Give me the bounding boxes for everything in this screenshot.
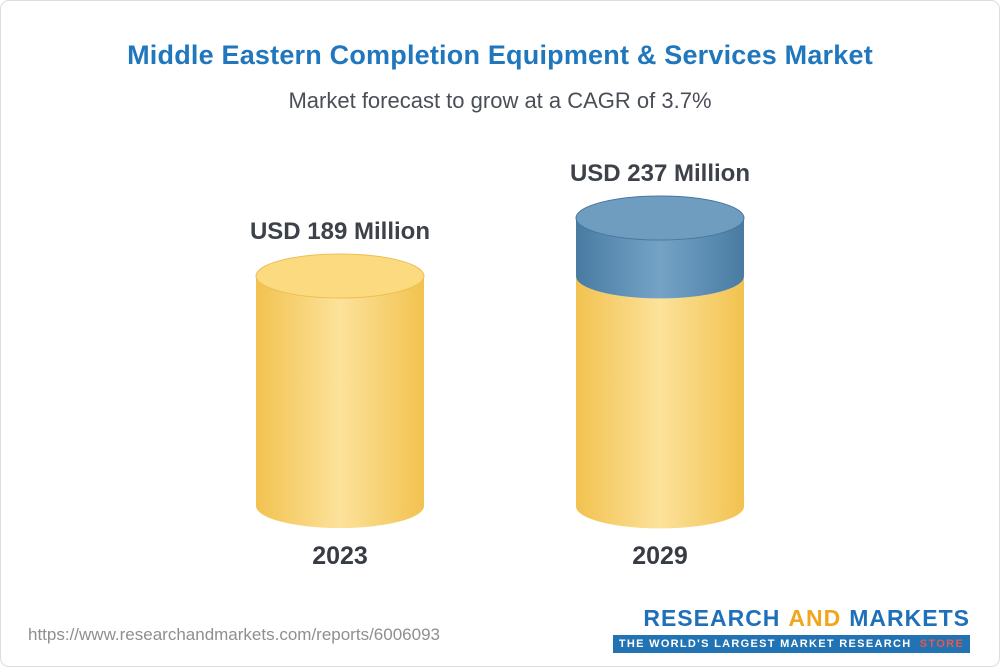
logo-tagline-store: STORE: [919, 638, 964, 650]
logo-tagline: THE WORLD'S LARGEST MARKET RESEARCH STOR…: [612, 635, 970, 653]
category-label-2029: 2029: [632, 542, 688, 570]
chart-title: Middle Eastern Completion Equipment & Se…: [127, 40, 873, 70]
research-and-markets-logo: RESEARCH AND MARKETS THE WORLD'S LARGEST…: [612, 604, 970, 653]
bar-column-2029: USD 237 Million 2029: [540, 160, 780, 571]
logo-word-and: AND: [788, 604, 842, 631]
logo-word-markets: MARKETS: [849, 604, 970, 631]
chart-area: USD 189 Million 2023 USD 237 Million 202…: [0, 160, 1000, 571]
logo-tagline-main: THE WORLD'S LARGEST MARKET RESEARCH: [618, 638, 912, 650]
bar-column-2023: USD 189 Million 2023: [220, 218, 460, 571]
value-label-2029: USD 237 Million: [569, 160, 751, 187]
chart-subtitle: Market forecast to grow at a CAGR of 3.7…: [288, 88, 712, 113]
footer: https://www.researchandmarkets.com/repor…: [28, 604, 970, 653]
logo-word-research: RESEARCH: [643, 604, 781, 631]
category-label-2023: 2023: [312, 542, 368, 570]
cylinder-2029: [575, 195, 745, 529]
source-url: https://www.researchandmarkets.com/repor…: [28, 625, 440, 644]
logo-wordmark: RESEARCH AND MARKETS: [613, 604, 970, 631]
value-label-2023: USD 189 Million: [249, 218, 431, 245]
cylinder-2023: [255, 253, 425, 528]
